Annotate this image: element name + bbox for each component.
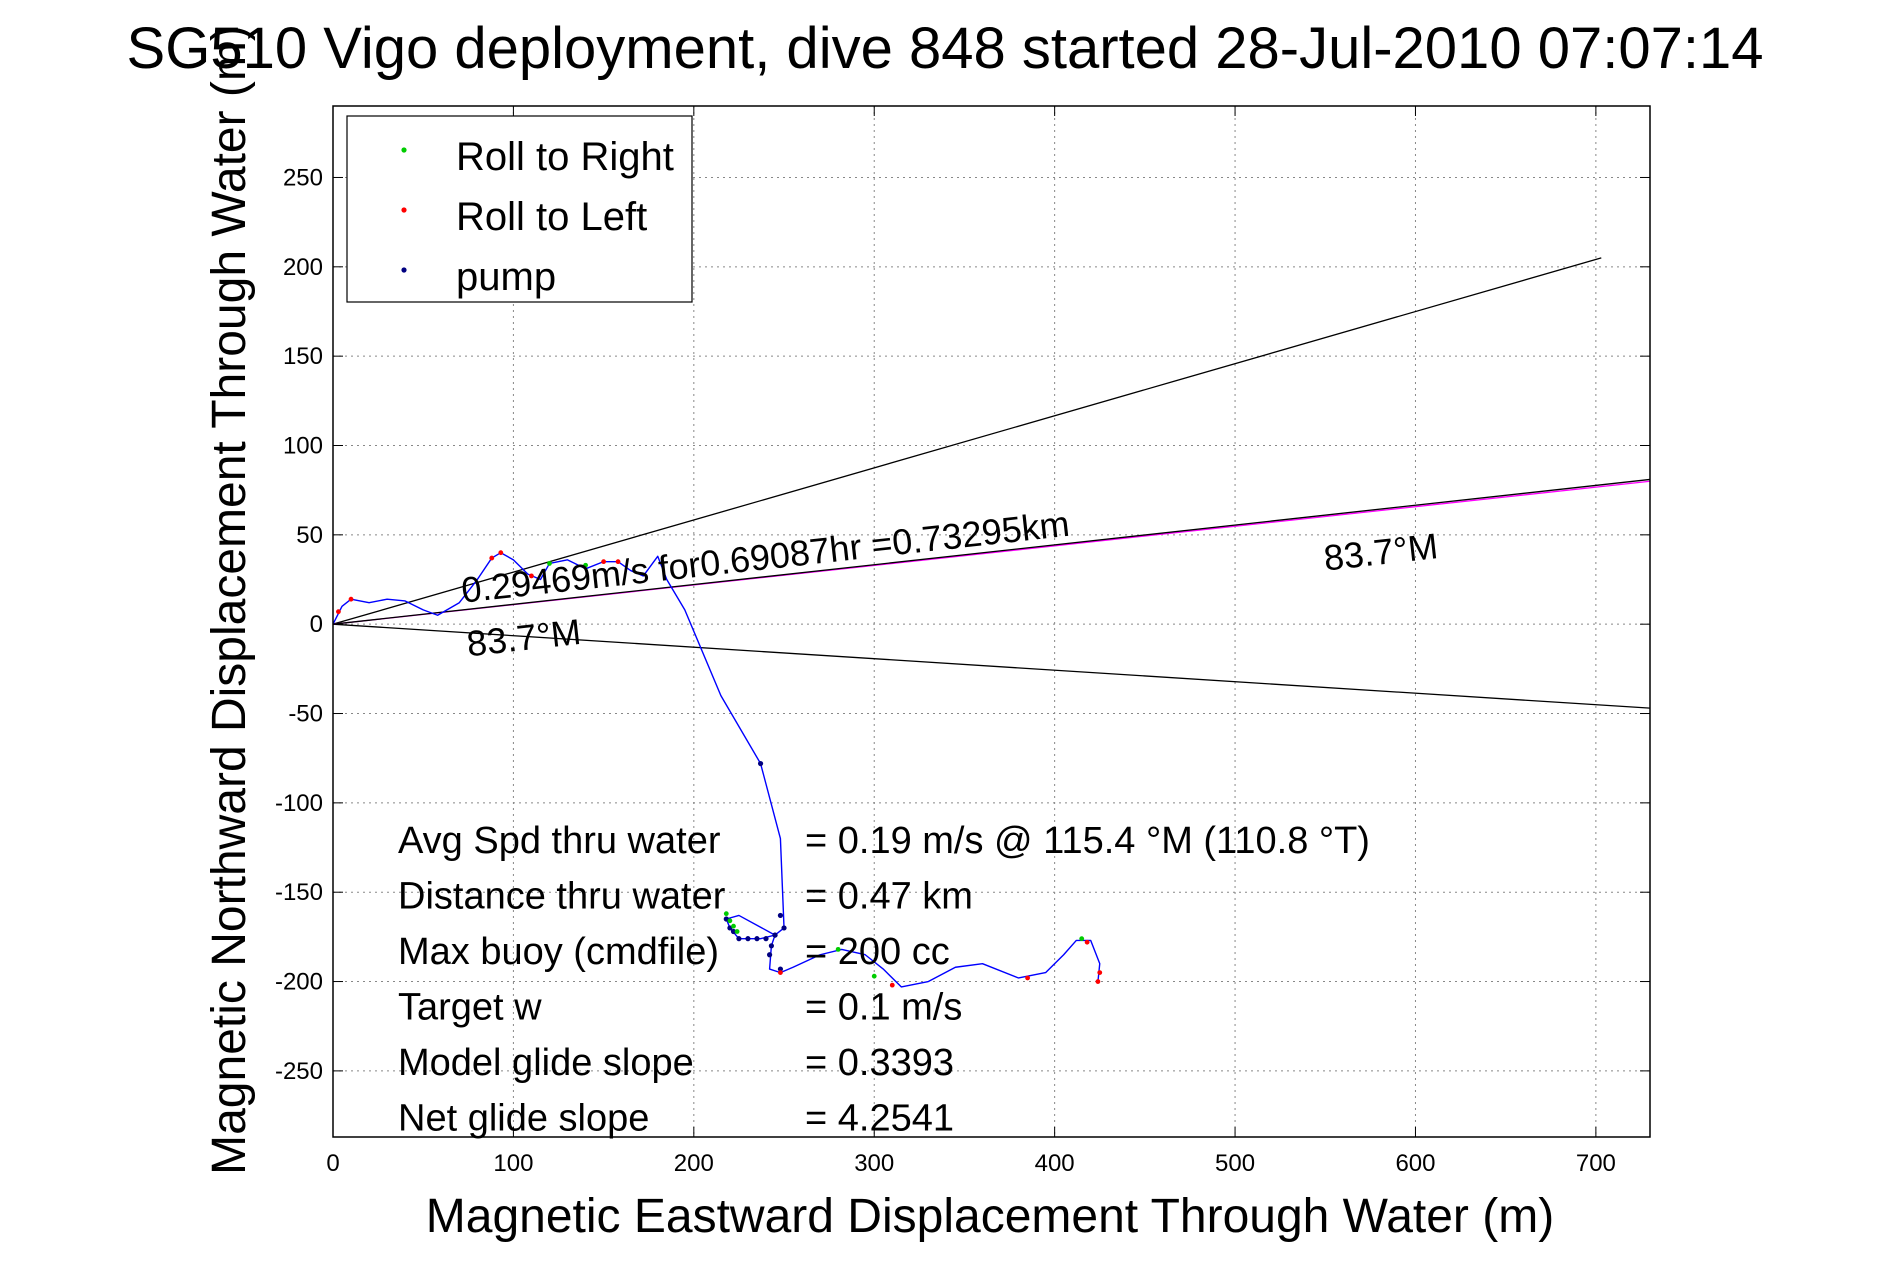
y-tick-label: 0 [310, 611, 323, 638]
roll-right-point [871, 973, 877, 979]
legend-label: pump [456, 255, 556, 299]
x-tick-label: 500 [1215, 1150, 1255, 1177]
y-axis-label: Magnetic Northward Displacement Through … [203, 25, 256, 1175]
roll-left-point [1095, 979, 1101, 984]
roll-right-point [727, 918, 733, 924]
pump-point [772, 932, 778, 938]
legend-marker [401, 207, 407, 213]
x-tick-label: 200 [674, 1150, 714, 1177]
legend-label: Roll to Right [456, 135, 674, 179]
x-tick-label: 0 [326, 1150, 339, 1177]
grid-layer [333, 106, 1650, 1137]
legend: Roll to Right Roll to Left pump [346, 115, 693, 303]
stat-label: Model glide slope [398, 1042, 694, 1084]
y-tick-label: -100 [275, 790, 323, 817]
stat-value: = 0.1 m/s [805, 987, 962, 1029]
x-axis-label: Magnetic Eastward Displacement Through W… [426, 1190, 1554, 1243]
stat-value: = 0.19 m/s @ 115.4 °M (110.8 °T) [805, 820, 1370, 862]
roll-left-point [1084, 939, 1090, 945]
roll-left-point [1097, 970, 1103, 976]
pump-point [763, 936, 769, 942]
pump-point [757, 760, 764, 767]
x-tick-label: 600 [1395, 1150, 1435, 1177]
stat-value: = 0.47 km [805, 876, 973, 918]
chart-title: SG510 Vigo deployment, dive 848 started … [127, 16, 1764, 81]
reference-line [332, 478, 1651, 625]
line-annotation: 0.29469m/s for0.69087hr =0.73295km [459, 503, 1071, 611]
y-tick-label: 50 [296, 522, 323, 549]
roll-left-point [529, 573, 534, 579]
legend-label: Roll to Left [456, 195, 647, 239]
pump-point [781, 925, 787, 931]
roll-left-point [778, 970, 783, 976]
roll-right-point [734, 929, 740, 934]
roll-right-point [583, 562, 588, 568]
pump-point [777, 912, 784, 919]
roll-left-point [489, 555, 495, 561]
stat-label: Target w [398, 987, 542, 1029]
pump-point [777, 966, 784, 972]
y-tick-label: -200 [275, 969, 323, 996]
roll-right-point [1079, 936, 1085, 942]
roll-left-point [1025, 975, 1030, 981]
roll-left-point [601, 559, 607, 565]
legend-marker [401, 267, 407, 273]
reference-lines [332, 257, 1651, 709]
y-tick-label: 150 [283, 343, 323, 370]
roll-right-point [723, 911, 729, 917]
stats-block: Avg Spd thru water = 0.19 m/s @ 115.4 °M … [398, 820, 1370, 1140]
y-tick-label: -150 [275, 879, 323, 906]
legend-marker [401, 147, 407, 153]
x-tick-label: 400 [1035, 1150, 1075, 1177]
pump-point [745, 936, 751, 942]
stat-label: Net glide slope [398, 1098, 649, 1140]
y-tick-label: -50 [288, 701, 323, 728]
roll-left-point [615, 559, 621, 565]
points-layer [336, 550, 1103, 988]
dive-track-line [332, 552, 1101, 988]
stat-label: Max buoy (cmdfile) [398, 931, 719, 973]
stat-value: = 200 cc [805, 931, 950, 973]
roll-left-point [348, 596, 354, 602]
x-tick-label: 300 [854, 1150, 894, 1177]
x-tick-label: 100 [493, 1150, 533, 1177]
roll-left-point [889, 982, 895, 988]
line-annotation: 83.7°M [1322, 525, 1440, 578]
track-layer [332, 552, 1101, 988]
y-tick-label: 200 [283, 254, 323, 281]
pump-point [730, 928, 737, 935]
stat-label: Distance thru water [398, 876, 726, 918]
line-annotation: 83.7°M [465, 611, 583, 664]
x-tick-label: 700 [1576, 1150, 1616, 1177]
pump-point [768, 943, 774, 949]
reference-line [332, 257, 1602, 625]
stat-label: Avg Spd thru water [398, 820, 721, 862]
pump-point [766, 952, 773, 958]
tick-layer: 0 100 200 300 400 500 600 700250200150100500-50… [275, 106, 1650, 1177]
y-tick-label: -250 [275, 1058, 323, 1085]
y-tick-label: 100 [283, 432, 323, 459]
annotations: 0.29469m/s for0.69087hr =0.73295km83.7°M… [459, 503, 1440, 664]
y-tick-label: 250 [283, 164, 323, 191]
roll-right-point [547, 561, 552, 566]
roll-left-point [498, 550, 504, 556]
pump-point [736, 936, 742, 942]
plot-frame [332, 105, 1651, 1138]
roll-right-point [731, 923, 736, 929]
pump-point [754, 936, 760, 942]
stat-value: = 0.3393 [805, 1042, 954, 1084]
roll-left-point [336, 609, 341, 615]
stat-value: = 4.2541 [805, 1098, 954, 1140]
roll-right-point [835, 946, 841, 952]
reference-line [332, 623, 1651, 709]
